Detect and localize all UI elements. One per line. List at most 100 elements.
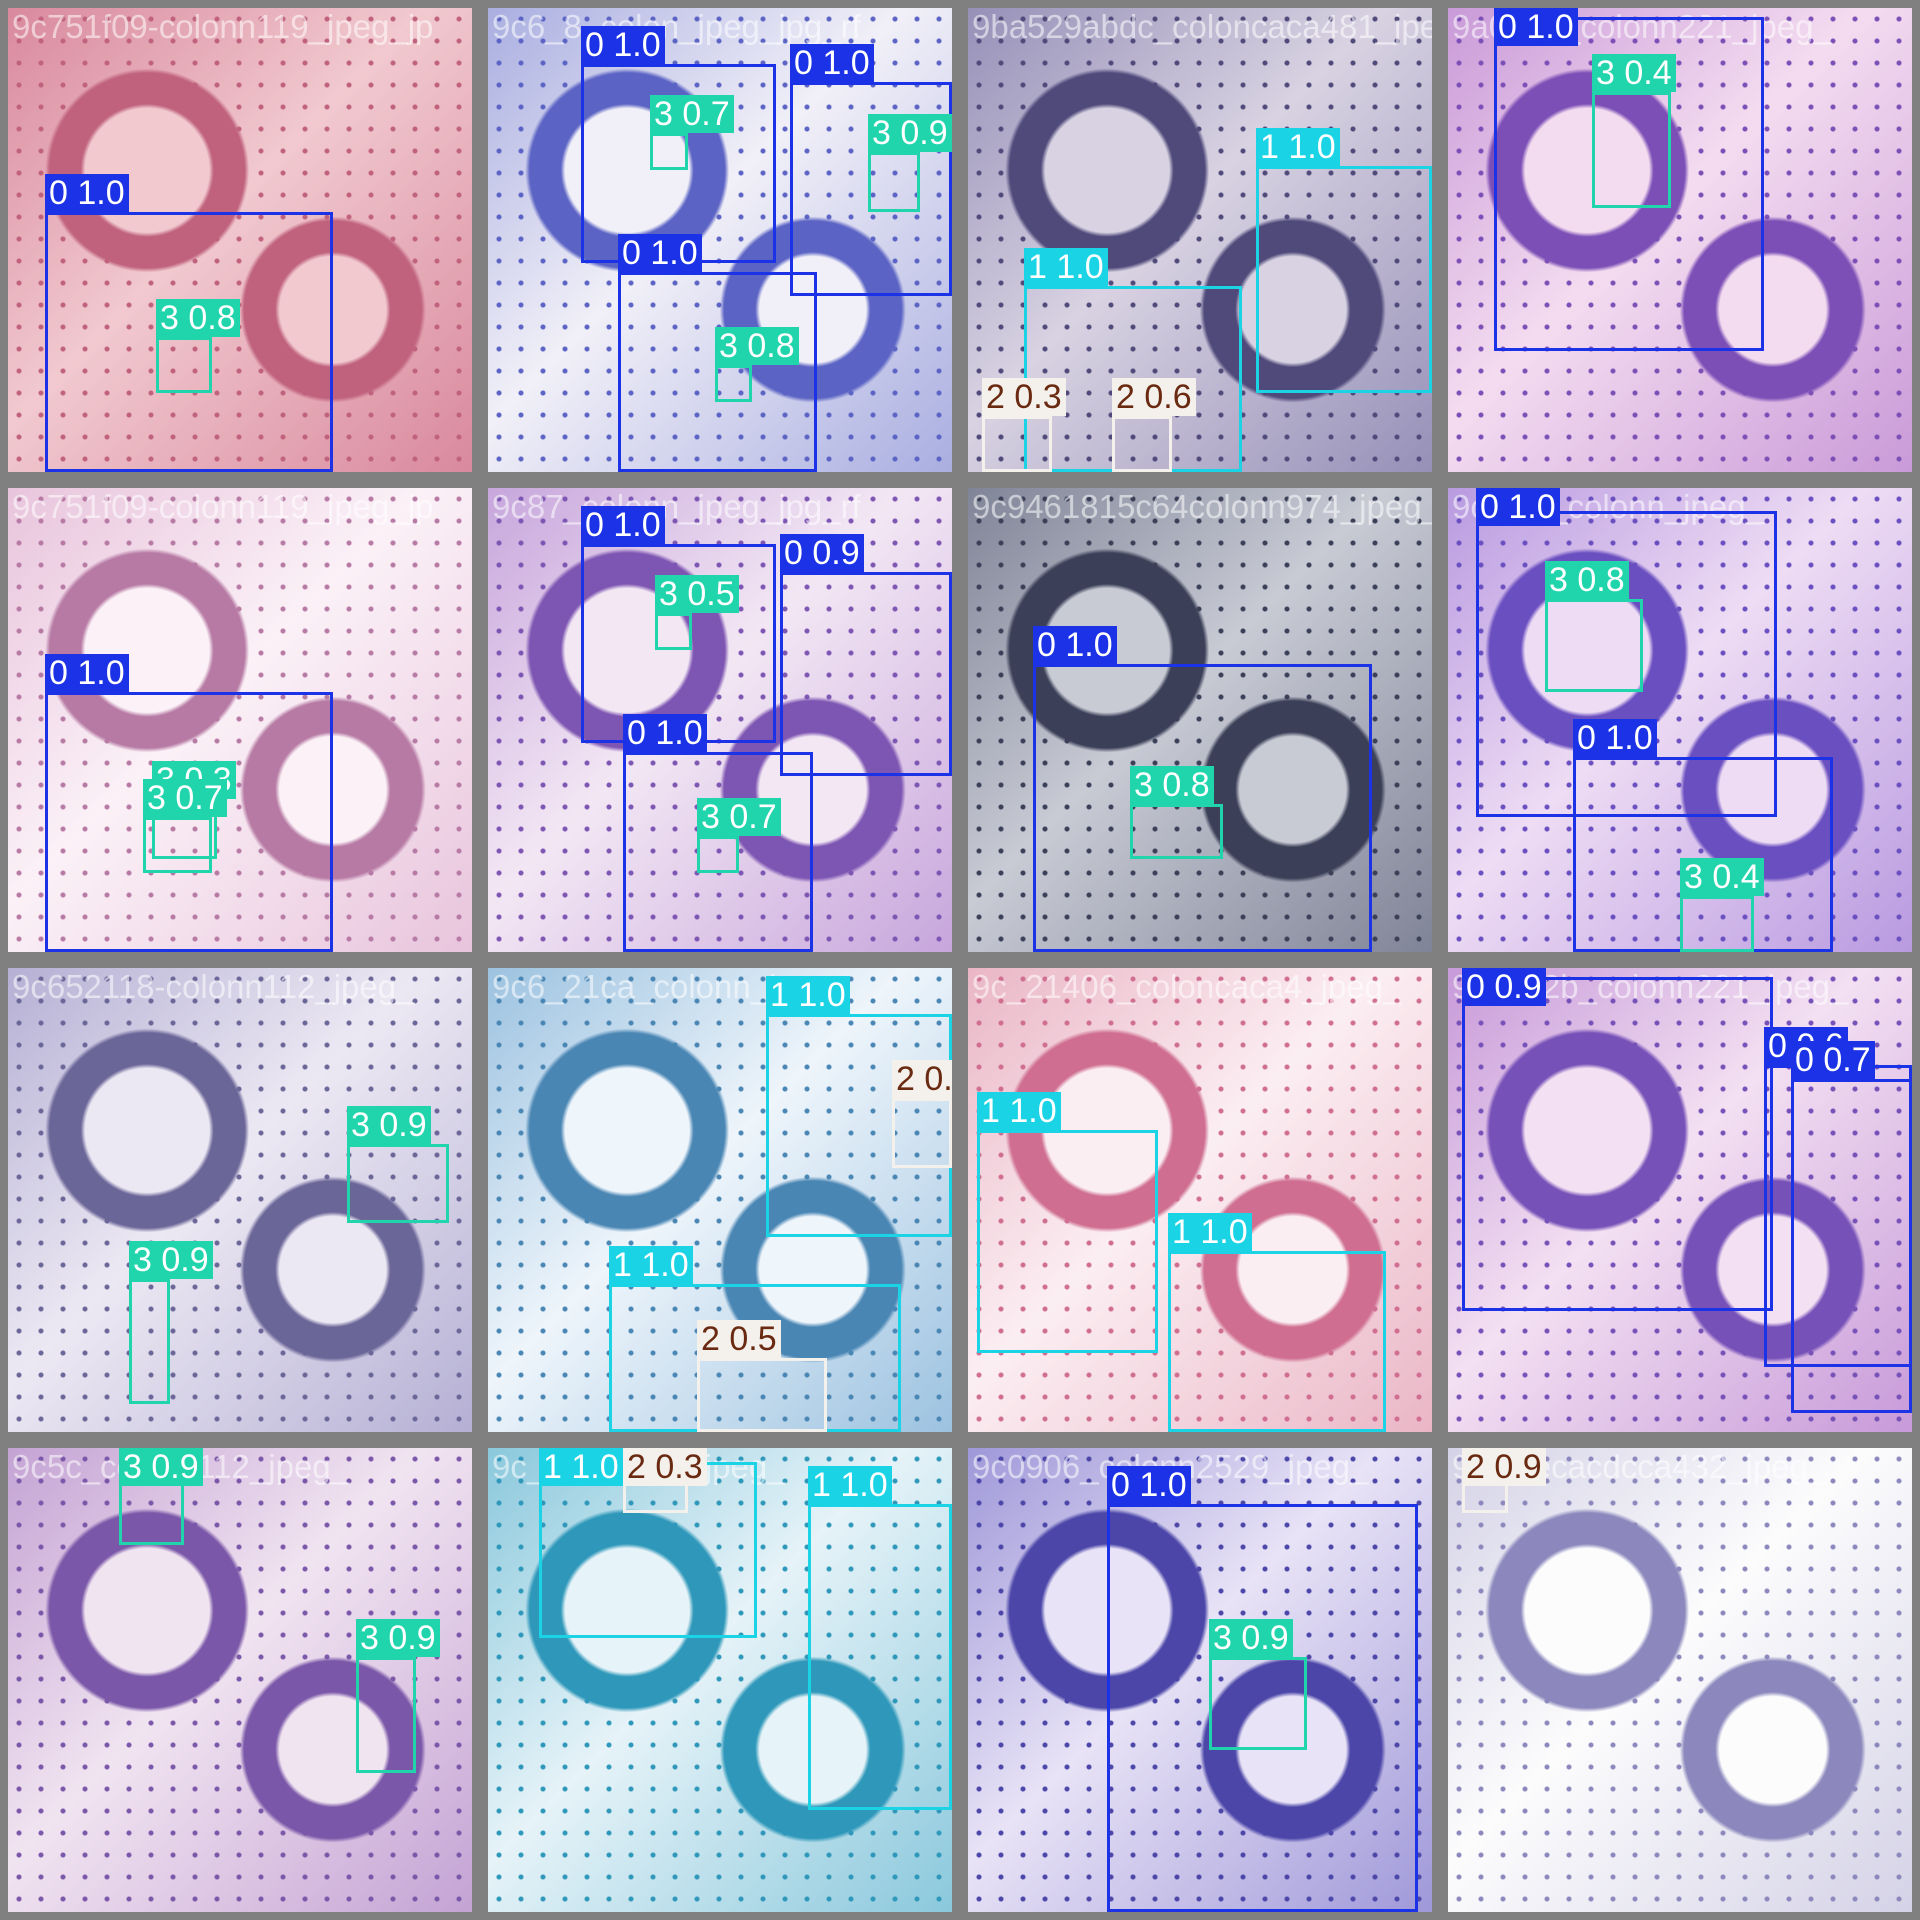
image-tile: 9c6_8_colon_jpeg_jpg_rf 0 1.0 0 1.0 0 1.0 3 … [488, 8, 952, 472]
bounding-box [790, 82, 952, 296]
detection-label: 2 0.3 [982, 378, 1066, 416]
tissue-image [8, 8, 472, 472]
detection-label: 3 0.9 [129, 1241, 213, 1279]
image-tile: 9c751f09-colonn119_jpeg_jp 0 1.0 3 0.8 [8, 8, 472, 472]
bounding-box [808, 1504, 952, 1810]
bounding-box [1168, 1251, 1386, 1432]
bounding-box [129, 1279, 170, 1404]
detection-label: 3 0.8 [715, 327, 799, 365]
tile-filename: 9ba529abdc_coloncaca481_jpeg_jp [972, 8, 1432, 45]
bounding-box [1107, 1504, 1418, 1912]
detection-label: 3 0.8 [1130, 766, 1214, 804]
bounding-box [356, 1657, 416, 1773]
tile-filename: 9c751f09-colonn119_jpeg_jp [12, 8, 434, 45]
detection-label: 0 1.0 [45, 174, 129, 212]
detection-label: 0 1.0 [618, 234, 702, 272]
tissue-image [968, 488, 1432, 952]
tile-filename: 9c751f09-colonn119_jpeg_jp [12, 488, 434, 525]
detection-label: 0 0.9 [1462, 968, 1546, 1006]
detection-label: 3 0.8 [1545, 561, 1629, 599]
detection-label: 2 0.3 [892, 1060, 952, 1098]
detection-label: 0 1.0 [790, 44, 874, 82]
tile-filename: 9c6_8_colon_jpeg_jpg_rf [492, 8, 861, 45]
bounding-box [1494, 17, 1764, 351]
bounding-box [868, 152, 920, 212]
image-tile: 9c652118-colonn112_jpeg_ 3 0.9 3 0.9 [8, 968, 472, 1432]
bounding-box [1680, 896, 1754, 952]
detection-label: 3 0.7 [697, 798, 781, 836]
bounding-box [156, 337, 212, 393]
bounding-box [119, 1480, 184, 1545]
detection-label: 0 0.7 [1791, 1041, 1875, 1079]
image-tile: 9c_21406_coloncaca4_jpeg_ 1 1.0 1 1.0 [968, 968, 1432, 1432]
detection-label: 3 0.4 [1680, 858, 1764, 896]
bounding-box [143, 817, 212, 873]
detection-label: 0 1.0 [1033, 626, 1117, 664]
bounding-box [650, 133, 688, 170]
tissue-image [8, 1448, 472, 1912]
tissue-image [8, 488, 472, 952]
tissue-image [488, 488, 952, 952]
image-tile: 9ba529abdc_coloncaca481_jpeg_jp 1 1.0 1 1.… [968, 8, 1432, 472]
bounding-box [1791, 1079, 1912, 1413]
tissue-image [488, 1448, 952, 1912]
detection-label: 3 0.9 [1209, 1619, 1293, 1657]
bounding-box [892, 1098, 952, 1168]
bounding-box [1592, 92, 1671, 208]
detection-label: 3 0.7 [650, 95, 734, 133]
image-tile: 9c0906_colonn2529_jpeg_0 1.03 0.9 [968, 1448, 1432, 1912]
detection-label: 2 0.5 [697, 1320, 781, 1358]
detection-label: 0 1.0 [1573, 719, 1657, 757]
detection-label: 1 1.0 [609, 1246, 693, 1284]
image-tile: 9c751f09-colonn119_jpeg_jp0 1.03 0.33 0.… [8, 488, 472, 952]
detection-label: 3 0.9 [868, 114, 952, 152]
detection-label: 0 1.0 [45, 654, 129, 692]
detection-label: 3 0.4 [1592, 54, 1676, 92]
image-tile: 9c6_21ca_colonn_jpeg_1 1.02 0.31 1.02 0.… [488, 968, 952, 1432]
detection-label: 0 1.0 [1107, 1466, 1191, 1504]
bounding-box [1545, 599, 1643, 692]
tissue-image [968, 1448, 1432, 1912]
bounding-box [623, 752, 813, 952]
bounding-box [697, 836, 739, 873]
detection-label: 2 0.6 [1112, 378, 1196, 416]
bounding-box [780, 572, 952, 776]
detection-label: 2 0.3 [623, 1448, 707, 1486]
bounding-box [715, 365, 752, 402]
detection-label: 0 1.0 [581, 26, 665, 64]
tissue-image [1448, 1448, 1912, 1912]
bounding-box [1130, 804, 1223, 859]
bounding-box [618, 272, 817, 472]
image-tile: 9c5c_colonn112_jpeg_3 0.93 0.9 [8, 1448, 472, 1912]
tile-filename: 9c_21406_coloncaca4_jpeg_ [972, 968, 1402, 1005]
bounding-box [697, 1358, 827, 1432]
tissue-image [968, 968, 1432, 1432]
detection-label: 3 0.5 [655, 575, 739, 613]
bounding-box [1462, 977, 1773, 1311]
bounding-box [1209, 1657, 1307, 1750]
detection-label: 2 0.9 [1462, 1448, 1546, 1486]
detection-label: 0 1.0 [1476, 488, 1560, 526]
bounding-box [1476, 511, 1777, 817]
detection-label: 1 1.0 [539, 1448, 623, 1486]
detection-label: 0 0.9 [780, 534, 864, 572]
bounding-box [655, 613, 692, 650]
detection-label: 0 1.0 [623, 714, 707, 752]
tile-filename: 9c9461815c64colonn974_jpeg_ [972, 488, 1432, 525]
bounding-box [982, 416, 1052, 472]
detection-label: 1 1.0 [766, 976, 850, 1014]
image-tile: 9c_212b_colonn221_jpeg_0 0.90 0.60 0.7 [1448, 968, 1912, 1432]
detection-label: 3 0.9 [119, 1448, 203, 1486]
detection-label: 0 1.0 [1494, 8, 1578, 46]
tissue-image [8, 968, 472, 1432]
detection-label: 1 1.0 [1024, 248, 1108, 286]
detection-label: 3 0.7 [143, 779, 227, 817]
image-tile: 9c_3fecacdcca432_jpeg_ 2 0.9 [1448, 1448, 1912, 1912]
bounding-box [347, 1144, 449, 1223]
detection-label: 3 0.9 [356, 1619, 440, 1657]
image-tile: 9a0_5a_colonn221_jpeg_ 0 1.0 3 0.4 [1448, 8, 1912, 472]
image-tile: 9c_2_cacaca_jpeg_1 1.02 0.31 1.0 [488, 1448, 952, 1912]
image-tile: 9c87_colonn_jpeg_jpg_rf 0 1.0 0 0.9 0 1.0 3 … [488, 488, 952, 952]
detection-label: 0 1.0 [581, 506, 665, 544]
detection-label: 3 0.8 [156, 299, 240, 337]
